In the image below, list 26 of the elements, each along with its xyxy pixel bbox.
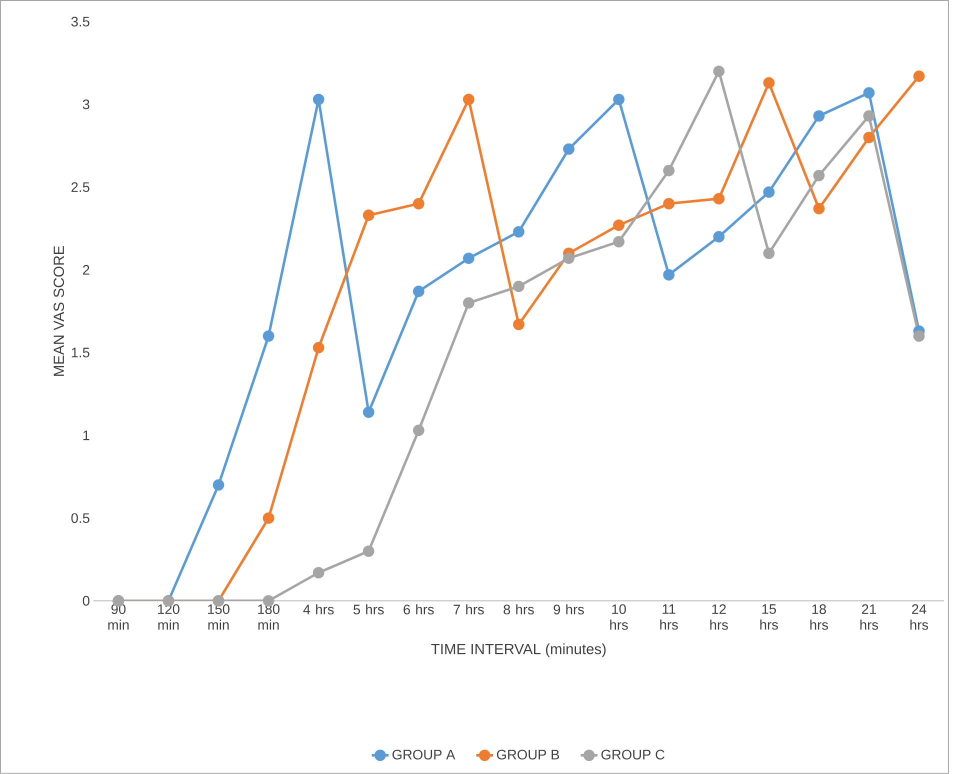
x-tick-label: 12 hrs xyxy=(710,604,728,630)
x-tick-label: 9 hrs xyxy=(554,604,584,614)
y-axis-title: MEAN VAS SCORE xyxy=(54,246,64,376)
y-tick-label: 2 xyxy=(82,265,90,275)
x-tick-label: 10 hrs xyxy=(610,604,628,630)
x-tick-label: 6 hrs xyxy=(404,604,434,614)
x-tick-label: 4 hrs xyxy=(303,604,334,614)
x-tick-label: 21 hrs xyxy=(860,604,878,630)
y-tick-label: 0.5 xyxy=(71,513,90,524)
x-tick-label: 24 hrs xyxy=(910,604,928,630)
y-tick-label: 3.5 xyxy=(71,16,90,27)
x-axis-title: TIME INTERVAL (minutes) xyxy=(431,643,606,658)
x-tick-label: 7 hrs xyxy=(454,604,484,614)
y-tick-label: 3 xyxy=(82,100,90,110)
x-tick-label: 8 hrs xyxy=(504,604,534,614)
x-tick-label: 5 hrs xyxy=(353,604,384,614)
legend-label: GROUP B xyxy=(496,750,560,760)
legend-label: GROUP C xyxy=(601,750,664,760)
legend-label: GROUP A xyxy=(392,750,456,760)
y-tick-label: 1.5 xyxy=(72,348,90,358)
x-tick-label: 15 hrs xyxy=(760,604,778,630)
y-tick-label: 2.5 xyxy=(72,182,90,192)
y-tick-label: 1 xyxy=(83,430,90,440)
x-tick-label: 11 hrs xyxy=(660,604,678,630)
x-tick-label: 18 hrs xyxy=(810,604,828,630)
y-tick-label: 0 xyxy=(82,596,90,606)
